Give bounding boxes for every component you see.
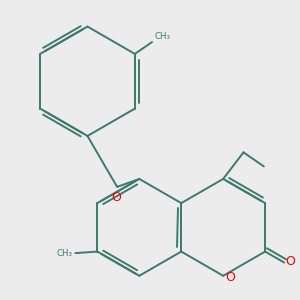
Text: O: O	[226, 271, 236, 284]
Text: O: O	[286, 255, 296, 268]
Text: CH₃: CH₃	[154, 32, 170, 41]
Text: O: O	[111, 190, 121, 204]
Text: CH₃: CH₃	[56, 249, 72, 258]
